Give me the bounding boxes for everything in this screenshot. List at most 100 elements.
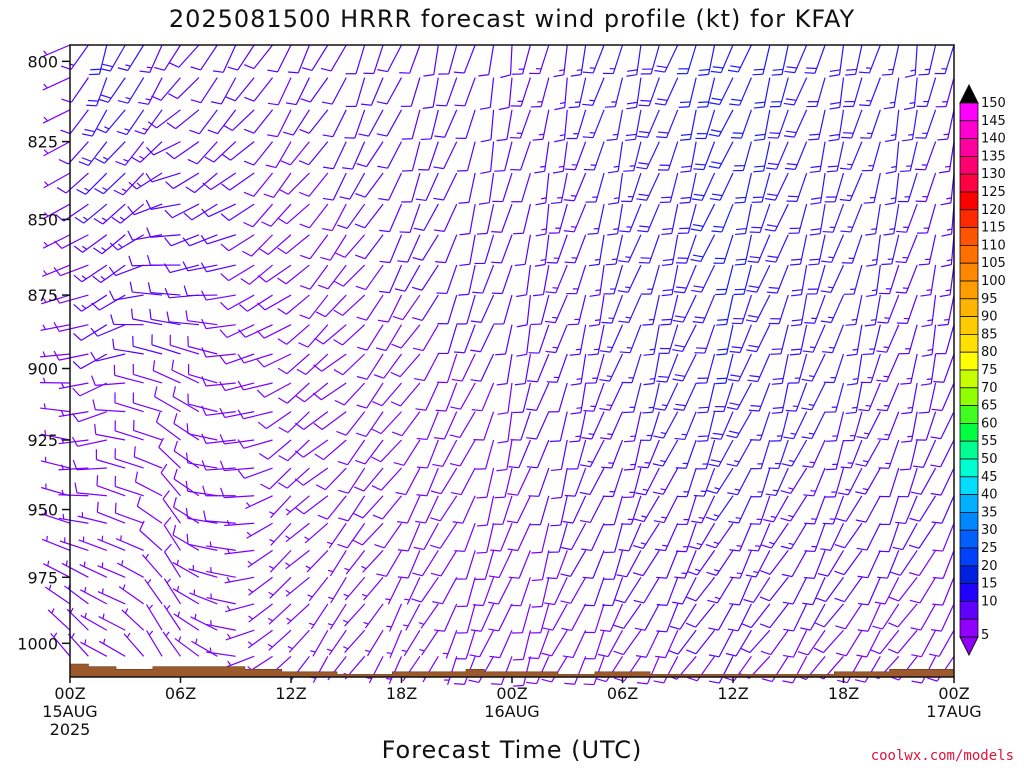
- wind-barb: [372, 382, 402, 407]
- wind-barb: [171, 359, 200, 384]
- wind-barb: [395, 467, 421, 496]
- wind-barb: [863, 172, 881, 204]
- wind-barb: [759, 603, 789, 629]
- wind-barb: [804, 495, 826, 525]
- wind-barb: [43, 203, 71, 220]
- wind-barb: [201, 347, 236, 358]
- wind-barb: [729, 522, 752, 552]
- wind-barb: [285, 549, 310, 570]
- wind-barb: [74, 203, 108, 224]
- wind-barb: [223, 109, 255, 132]
- wind-barb: [545, 264, 568, 294]
- wind-barb: [58, 382, 89, 390]
- wind-barb: [526, 439, 550, 469]
- wind-barb: [433, 203, 458, 232]
- wind-barb: [79, 561, 108, 578]
- wind-barb: [909, 495, 937, 522]
- colorbar-swatch: [959, 173, 979, 193]
- wind-barb: [377, 294, 403, 323]
- wind-barb: [201, 203, 237, 218]
- wind-barb: [456, 294, 476, 325]
- wind-barb: [783, 629, 808, 658]
- wind-barb: [415, 382, 439, 411]
- wind-barb: [637, 109, 660, 138]
- colorbar-label: 95: [981, 292, 998, 307]
- wind-barb: [488, 603, 513, 632]
- wind-barb: [621, 353, 642, 384]
- wind-barb: [374, 522, 402, 549]
- wind-barb: [526, 411, 550, 440]
- wind-barb: [545, 324, 568, 354]
- wind-barb: [118, 584, 145, 605]
- wind-barb: [337, 439, 366, 466]
- wind-barb: [74, 482, 107, 497]
- wind-barb: [86, 77, 108, 107]
- wind-barb: [770, 324, 789, 355]
- wind-barb: [201, 433, 236, 444]
- wind-barb: [626, 77, 642, 110]
- wind-barb: [58, 513, 89, 524]
- wind-barb: [516, 324, 532, 357]
- wind-barb: [568, 77, 587, 109]
- wind-barb: [512, 630, 531, 661]
- colorbar-swatch: [959, 476, 979, 495]
- wind-barb: [809, 203, 826, 236]
- colorbar-label: 30: [981, 523, 998, 538]
- wind-barb: [422, 77, 439, 109]
- wind-barb: [474, 234, 495, 265]
- wind-barb: [278, 382, 310, 404]
- colorbar-label: 55: [981, 434, 998, 449]
- wind-barb: [808, 234, 826, 266]
- wind-barb: [835, 603, 863, 630]
- wind-barb: [327, 550, 347, 577]
- wind-barb: [470, 353, 495, 382]
- wind-barb: [265, 141, 292, 169]
- wind-barb: [256, 324, 292, 339]
- wind-barb: [267, 109, 292, 138]
- wind-barb: [269, 522, 292, 546]
- wind-barb: [587, 203, 605, 235]
- wind-barb: [764, 172, 789, 201]
- wind-barb: [145, 604, 163, 631]
- wind-barb: [822, 203, 845, 233]
- wind-barb: [343, 576, 366, 601]
- wind-barb: [550, 495, 568, 527]
- wind-barb: [491, 264, 513, 295]
- wind-barb: [885, 141, 900, 175]
- y-tick-label: 950: [27, 501, 58, 520]
- wind-barb: [139, 520, 163, 551]
- wind-barb: [685, 603, 716, 628]
- wind-barb: [693, 467, 716, 497]
- wind-barb: [390, 353, 421, 378]
- wind-barb: [333, 353, 366, 376]
- wind-barb: [725, 629, 752, 657]
- wind-barb: [173, 468, 200, 497]
- wind-barb: [759, 576, 789, 602]
- wind-barb: [320, 234, 347, 261]
- wind-barb: [416, 411, 439, 441]
- wind-barb: [765, 141, 789, 170]
- wind-barb: [356, 294, 384, 321]
- wind-barb: [237, 467, 273, 479]
- wind-barb: [416, 467, 439, 497]
- wind-barb: [40, 483, 71, 497]
- wind-barb: [696, 353, 716, 384]
- wind-barb: [918, 234, 937, 266]
- wind-barb: [166, 311, 199, 326]
- wind-barb: [854, 656, 881, 683]
- wind-barb: [640, 264, 660, 295]
- wind-barb: [113, 172, 145, 196]
- wind-barb: [220, 264, 255, 282]
- wind-barb: [861, 141, 881, 172]
- wind-barb: [146, 141, 181, 156]
- wind-barb: [93, 234, 126, 255]
- wind-barb: [295, 382, 329, 403]
- wind-barb: [53, 264, 89, 277]
- wind-barb: [163, 263, 200, 274]
- wind-barb: [225, 77, 255, 102]
- wind-barb: [553, 44, 568, 78]
- wind-barb: [825, 439, 845, 471]
- wind-barb: [267, 603, 292, 625]
- wind-barb: [733, 264, 752, 296]
- wind-barb: [392, 294, 421, 321]
